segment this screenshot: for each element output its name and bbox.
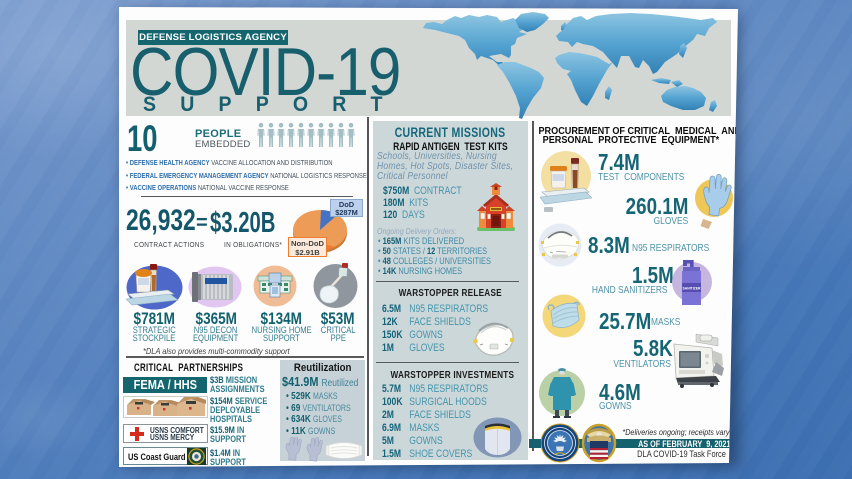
- svg-text:SANITIZER: SANITIZER: [683, 287, 701, 291]
